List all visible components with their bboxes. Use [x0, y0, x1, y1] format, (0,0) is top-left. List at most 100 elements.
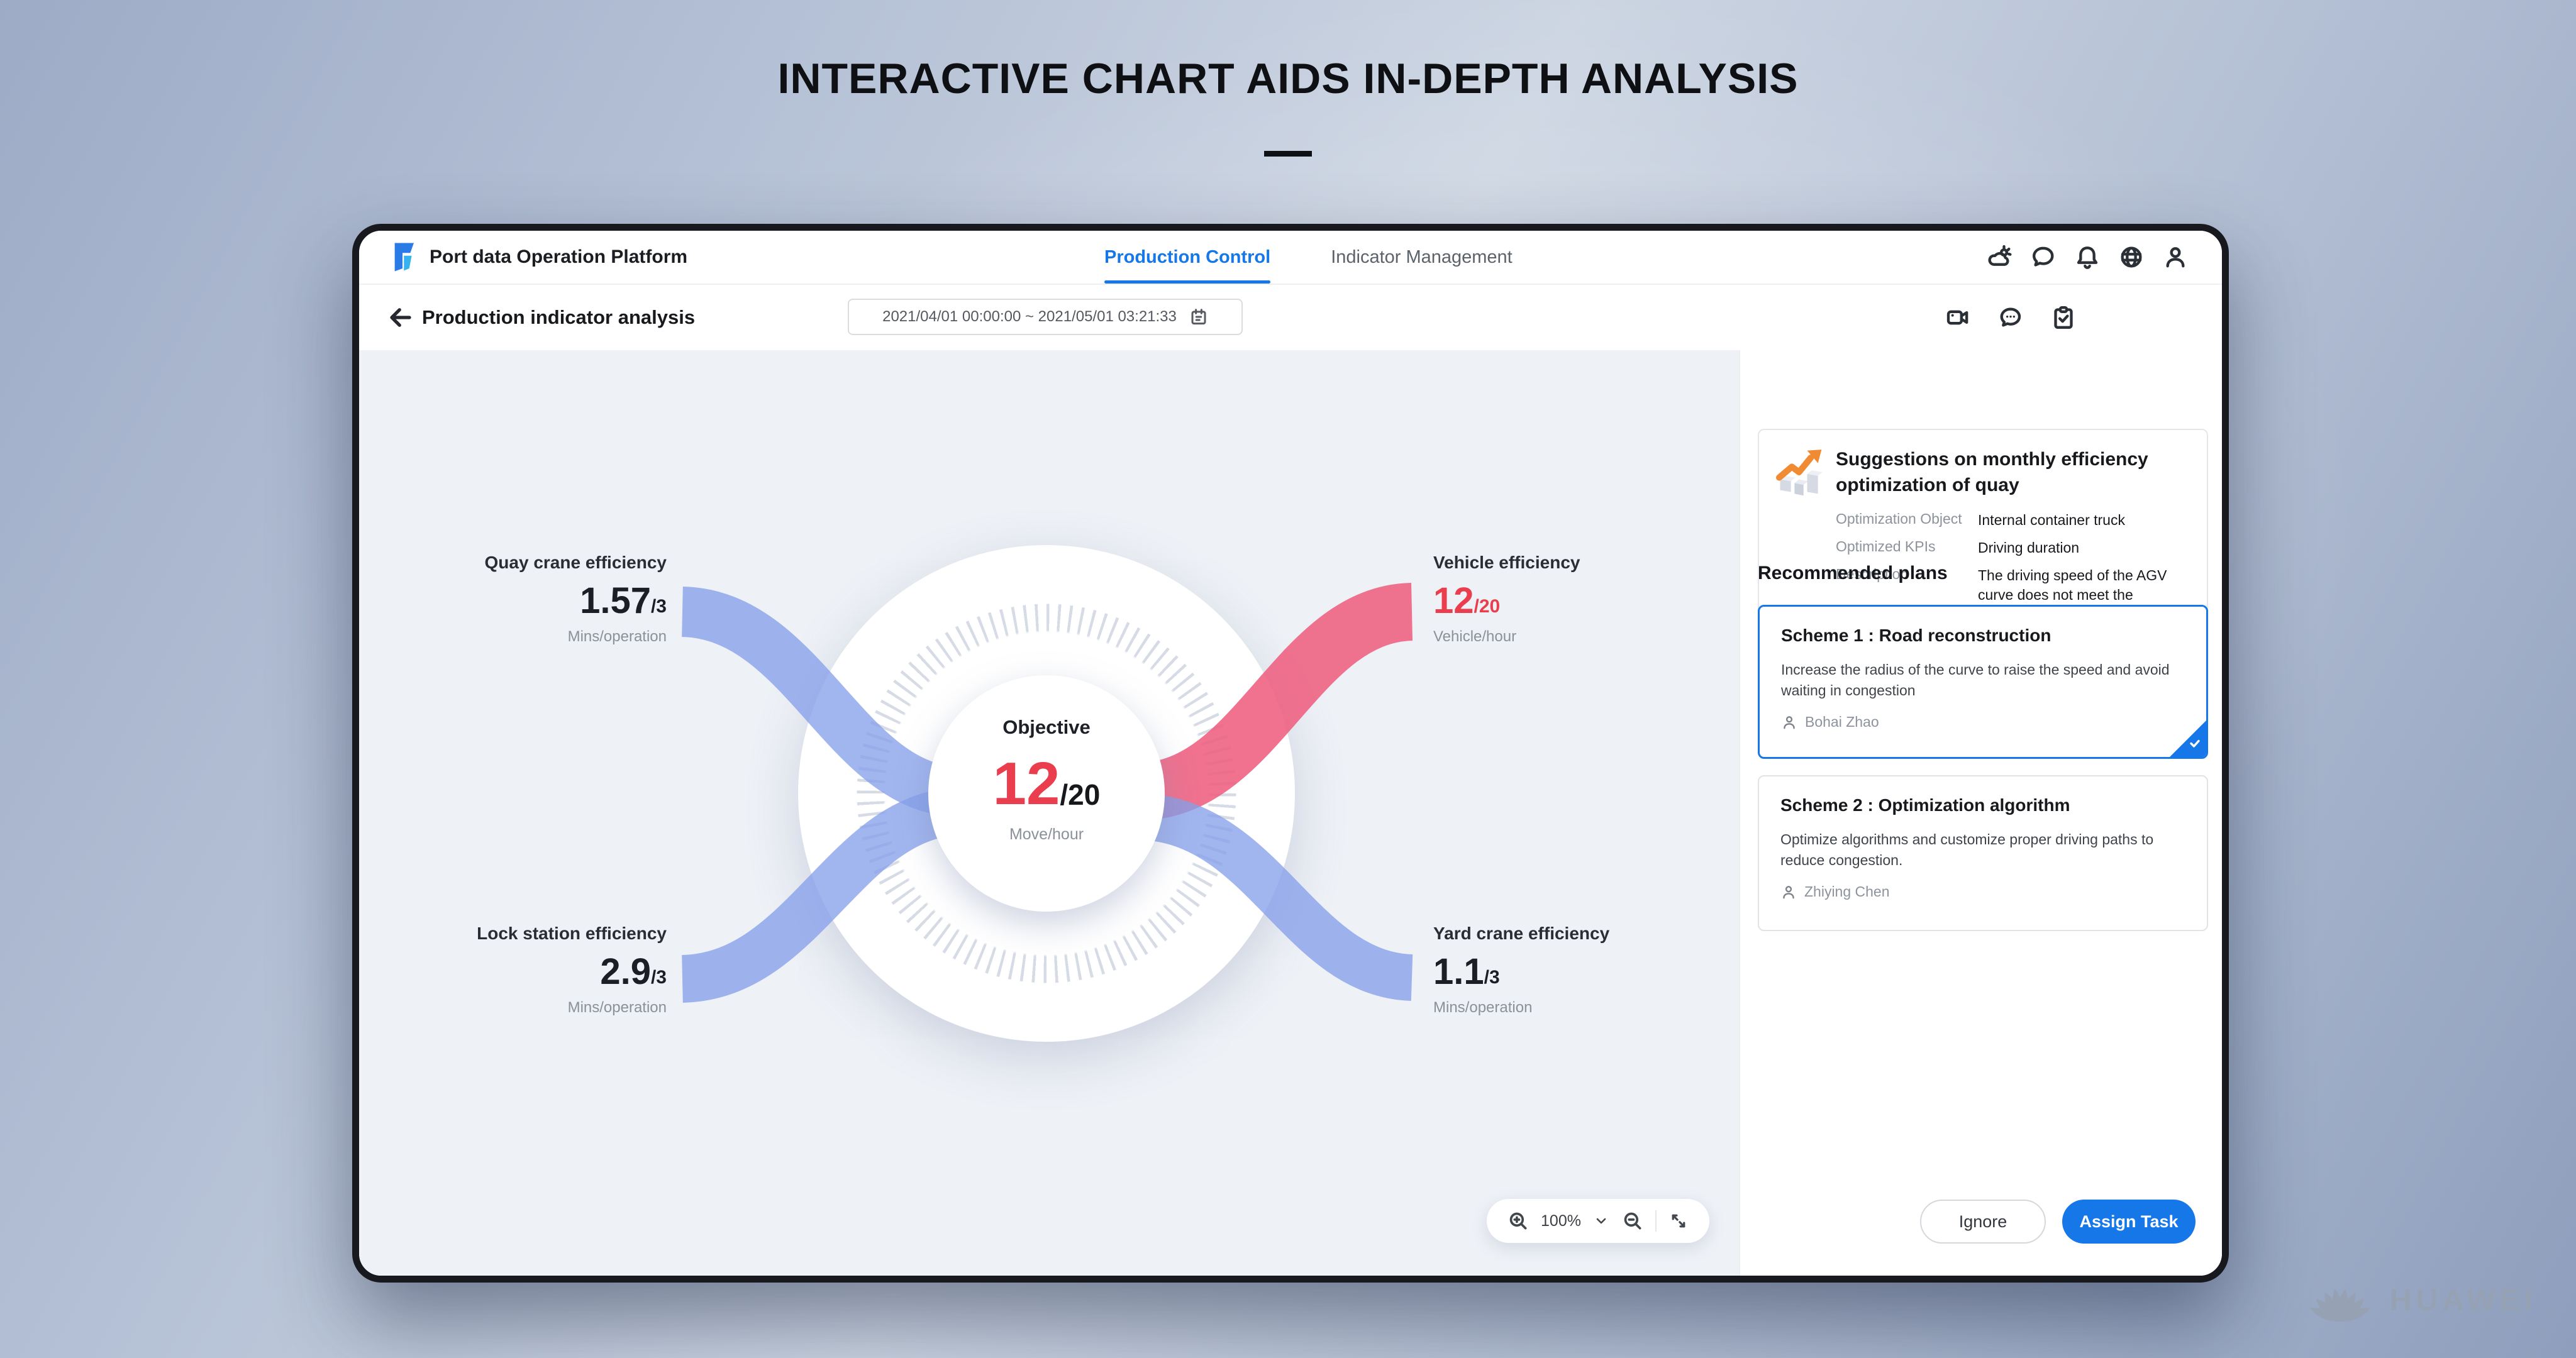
app-name: Port data Operation Platform	[430, 246, 688, 267]
efficiency-trend-icon	[1773, 445, 1827, 499]
plan-1-owner-name: Bohai Zhao	[1805, 714, 1879, 730]
kpi-quay-crane: Quay crane efficiency 1.57 /3 Mins/opera…	[396, 553, 667, 646]
fullscreen-expand-button[interactable]	[1668, 1210, 1689, 1232]
objective-target: /20	[1060, 778, 1101, 811]
plan-card-scheme-1[interactable]: Scheme 1 : Road reconstruction Increase …	[1758, 605, 2208, 759]
tab-production-control-label: Production Control	[1104, 247, 1271, 267]
assign-task-button[interactable]: Assign Task	[2062, 1200, 2196, 1244]
account-user-icon[interactable]	[2162, 243, 2189, 271]
chevron-down-icon	[1596, 1218, 1606, 1224]
kpi-quay-unit: Mins/operation	[567, 628, 667, 645]
objective-value: 12	[992, 750, 1060, 817]
tab-indicator-management-label: Indicator Management	[1331, 247, 1513, 267]
app-header: Port data Operation Platform Production …	[359, 231, 2222, 284]
calendar-icon	[1191, 309, 1206, 325]
person-icon	[1783, 885, 1794, 898]
zoom-in-button[interactable]	[1507, 1210, 1530, 1232]
plan-2-owner: Zhiying Chen	[1780, 883, 2207, 900]
field-label: Optimization Object	[1836, 511, 1962, 527]
kpi-lock-label: Lock station efficiency	[477, 924, 667, 943]
kpi-yard-label: Yard crane efficiency	[1433, 924, 1610, 943]
objective-kpi: Objective 12 /20 Move/hour	[889, 716, 1204, 844]
kpi-vehicle-target: /20	[1474, 596, 1501, 617]
plan-2-title: Scheme 2 : Optimization algorithm	[1780, 795, 2070, 815]
field-label: Optimized KPIs	[1836, 538, 1936, 555]
title-underline-dash	[1264, 151, 1312, 157]
kpi-yard-target: /3	[1484, 967, 1500, 988]
kpi-lock-unit: Mins/operation	[567, 999, 667, 1016]
ribbon-objective-to-yard	[1140, 793, 1414, 1001]
selected-corner-triangle	[2170, 720, 2206, 757]
objective-label: Objective	[1002, 716, 1091, 738]
recommended-plans-heading: Recommended plans	[1758, 563, 1948, 583]
suggestion-field-row: Optimized KPIs Driving duration	[1836, 538, 2188, 558]
plan-1-owner: Bohai Zhao	[1781, 714, 2206, 731]
page-title: Production indicator analysis	[422, 306, 696, 328]
ribbon-quay-to-objective	[680, 587, 957, 817]
kpi-yard-unit: Mins/operation	[1433, 999, 1533, 1016]
suggestion-field-row: Optimization Object Internal container t…	[1836, 511, 2188, 530]
tab-indicator-management[interactable]: Indicator Management	[1331, 231, 1513, 284]
suggestion-fields: Optimization Object Internal container t…	[1836, 511, 2188, 624]
slide-title: INTERACTIVE CHART AIDS IN-DEPTH ANALYSIS	[777, 55, 1799, 102]
suggestion-card: Suggestions on monthly efficiency optimi…	[1758, 429, 2208, 636]
comments-icon[interactable]	[1997, 304, 2024, 331]
kpi-lock-value: 2.9	[600, 951, 651, 992]
back-button[interactable]	[387, 304, 414, 331]
tab-production-control[interactable]: Production Control	[1104, 231, 1271, 284]
field-label: Description	[1836, 566, 1909, 582]
field-value: Internal container truck	[1978, 512, 2125, 528]
kpi-lock-target: /3	[650, 967, 667, 988]
field-value: Driving duration	[1978, 539, 2080, 556]
kpi-vehicle-unit: Vehicle/hour	[1433, 628, 1517, 645]
kpi-yard-value: 1.1	[1433, 951, 1484, 992]
zoom-out-button[interactable]	[1621, 1210, 1644, 1232]
person-icon	[1784, 715, 1795, 729]
notification-bell-icon[interactable]	[2074, 243, 2101, 271]
kpi-vehicle: Vehicle efficiency 12 /20 Vehicle/hour	[1433, 553, 1704, 646]
suggestion-panel: Suggestions on monthly efficiency optimi…	[1739, 350, 2222, 1276]
expand-arrows-icon	[1672, 1214, 1685, 1228]
huawei-branding: HUAWEI	[2303, 1270, 2537, 1330]
weather-icon[interactable]	[1985, 243, 2013, 271]
active-tab-underline	[1104, 280, 1271, 284]
panel-actions: Ignore Assign Task	[1920, 1200, 2196, 1244]
zoom-controls: 100%	[1487, 1199, 1709, 1243]
kpi-quay-label: Quay crane efficiency	[484, 553, 667, 572]
nav-tabs: Production Control Indicator Management	[1104, 231, 1513, 284]
kpi-vehicle-label: Vehicle efficiency	[1433, 553, 1580, 572]
ignore-button[interactable]: Ignore	[1920, 1200, 2046, 1244]
plan-1-description: Increase the radius of the curve to rais…	[1781, 661, 2170, 698]
toolbar-icon-group	[1944, 304, 2077, 331]
date-range-text: 2021/04/01 00:00:00 ~ 2021/05/01 03:21:3…	[882, 308, 1177, 325]
objective-unit: Move/hour	[1009, 825, 1084, 843]
language-globe-icon[interactable]	[2118, 243, 2145, 271]
task-clipboard-icon[interactable]	[2050, 304, 2077, 331]
plan-card-scheme-2[interactable]: Scheme 2 : Optimization algorithm Optimi…	[1758, 775, 2208, 931]
plan-1-title: Scheme 1 : Road reconstruction	[1781, 626, 2051, 645]
page-toolbar: Production indicator analysis 2021/04/01…	[359, 285, 2222, 350]
chart-ribbons	[680, 583, 1414, 1003]
header-icon-group	[1985, 231, 2189, 284]
chart-canvas: Objective 12 /20 Move/hour Quay crane ef…	[359, 350, 1739, 1276]
objective-circle	[928, 675, 1165, 912]
kpi-yard-crane: Yard crane efficiency 1.1 /3 Mins/operat…	[1433, 924, 1704, 1017]
zoom-level-dropdown[interactable]	[1592, 1212, 1610, 1230]
ribbon-objective-to-vehicle	[1140, 583, 1414, 820]
date-range-input[interactable]: 2021/04/01 00:00:00 ~ 2021/05/01 03:21:3…	[848, 299, 1243, 335]
header-divider	[359, 284, 2222, 285]
selected-check-icon	[2187, 736, 2202, 754]
plan-2-owner-name: Zhiying Chen	[1804, 883, 1890, 900]
message-icon[interactable]	[2029, 243, 2057, 271]
zoom-divider	[1655, 1210, 1657, 1232]
kpi-vehicle-value: 12	[1433, 580, 1474, 621]
arrow-left-icon	[390, 308, 411, 327]
suggestion-field-row: Description The driving speed of the AGV…	[1836, 566, 2188, 624]
zoom-level-value[interactable]: 100%	[1541, 1212, 1581, 1230]
app-window: Port data Operation Platform Production …	[352, 224, 2229, 1283]
kpi-lock-station: Lock station efficiency 2.9 /3 Mins/oper…	[396, 924, 667, 1017]
video-camera-icon[interactable]	[1944, 304, 1972, 331]
app-logo-icon	[386, 240, 419, 274]
suggestion-title: Suggestions on monthly efficiency optimi…	[1836, 449, 2148, 495]
